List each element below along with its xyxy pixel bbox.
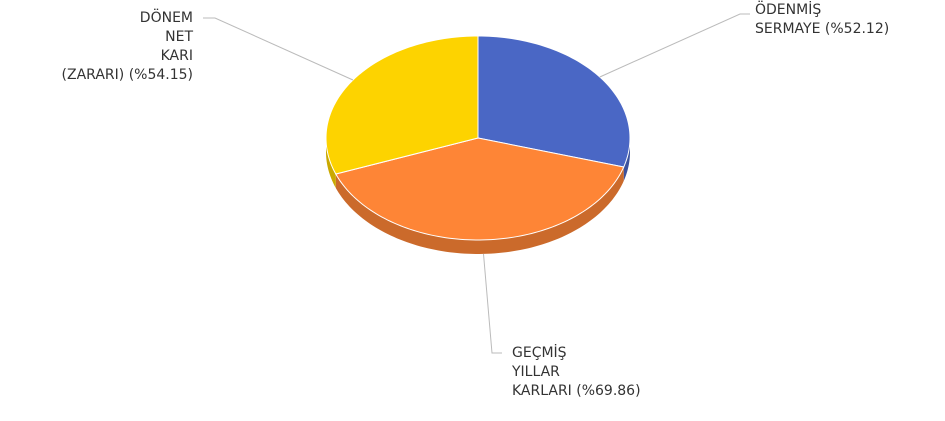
slice-label: KARI bbox=[161, 48, 193, 64]
leader-line bbox=[483, 253, 502, 354]
label-text: ÖDENMİŞ bbox=[755, 0, 821, 18]
slice-side bbox=[335, 167, 624, 254]
label-text: YILLAR bbox=[511, 364, 560, 380]
label-text: (ZARARI) bbox=[62, 67, 125, 83]
leader-line bbox=[203, 17, 354, 81]
slice-label: GEÇMİŞ bbox=[512, 343, 567, 361]
value-label: (%69.86) bbox=[576, 383, 640, 399]
slice-side bbox=[326, 138, 336, 189]
slice-label: (ZARARI) (%54.15) bbox=[62, 67, 193, 83]
slice-label: SERMAYE (%52.12) bbox=[755, 21, 889, 37]
slice bbox=[335, 137, 625, 241]
label-text: GEÇMİŞ bbox=[512, 343, 567, 361]
slice-label: DÖNEM bbox=[140, 8, 193, 26]
label-text: KARI bbox=[161, 48, 193, 64]
leader-line bbox=[599, 13, 750, 78]
slice-label: ÖDENMİŞ bbox=[755, 0, 821, 18]
label-text: DÖNEM bbox=[140, 8, 193, 26]
slice-label: KARLARI (%69.86) bbox=[512, 383, 641, 399]
label-text: SERMAYE bbox=[755, 21, 820, 37]
label-text: NET bbox=[165, 29, 193, 45]
label-text: KARLARI bbox=[512, 383, 572, 399]
slice-label: NET bbox=[165, 29, 193, 45]
value-label: (%54.15) bbox=[129, 67, 193, 83]
value-label: (%52.12) bbox=[825, 21, 889, 37]
slice bbox=[477, 35, 631, 168]
slice-label: YILLAR bbox=[511, 364, 560, 380]
